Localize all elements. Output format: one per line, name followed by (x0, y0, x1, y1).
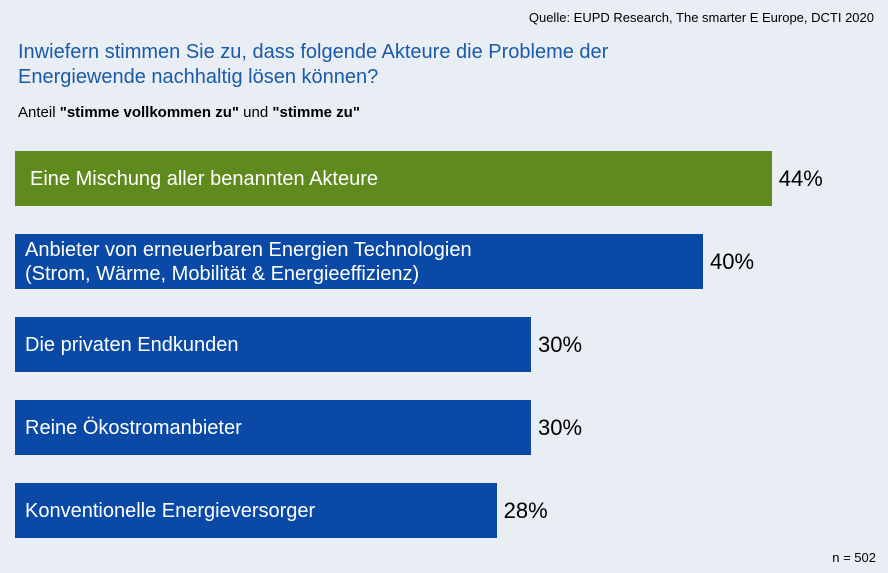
source-note: Quelle: EUPD Research, The smarter E Eur… (528, 10, 874, 25)
bar-label-0: Eine Mischung aller benannten Akteure (30, 167, 379, 190)
bar-label-3: Reine Ökostromanbieter (25, 416, 242, 439)
subtitle-bold-1: "stimme vollkommen zu" (59, 104, 239, 121)
subtitle-prefix: Anteil (18, 104, 60, 121)
value-label-3: 30% (538, 415, 583, 440)
bar-1: Anbieter von erneuerbaren Energien Techn… (15, 234, 703, 289)
subtitle-mid: und (238, 104, 273, 121)
bar-2: Die privaten Endkunden (15, 317, 531, 372)
bar-0: Eine Mischung aller benannten Akteure (15, 151, 772, 206)
chart-subtitle: Anteil "stimme vollkommen zu" und "stimm… (18, 104, 360, 121)
bar-label-1: Anbieter von erneuerbaren Energien Techn… (25, 238, 472, 285)
chart-title: Inwiefern stimmen Sie zu, dass folgende … (18, 41, 609, 88)
value-label-2: 30% (538, 332, 583, 357)
bar-3: Reine Ökostromanbieter (15, 400, 531, 455)
value-label-4: 28% (503, 498, 548, 523)
subtitle-bold-2: "stimme zu" (272, 104, 360, 121)
value-label-0: 44% (778, 166, 823, 191)
value-label-1: 40% (710, 249, 755, 274)
sample-size: n = 502 (832, 550, 876, 565)
bar-label-4: Konventionelle Energieversorger (25, 499, 316, 522)
bar-label-2: Die privaten Endkunden (25, 333, 239, 356)
bar-4: Konventionelle Energieversorger (15, 483, 497, 538)
